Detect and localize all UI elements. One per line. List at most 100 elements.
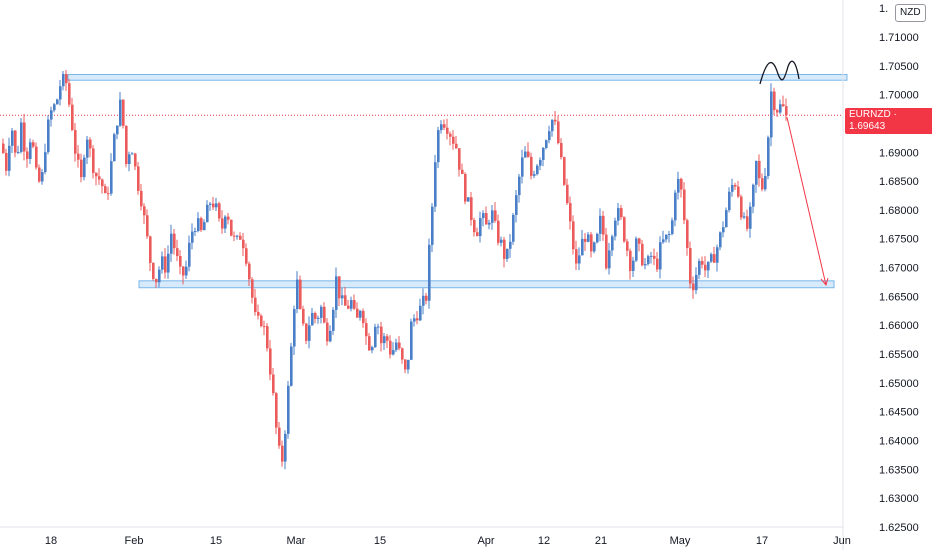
candle-body [203,222,206,231]
candle-body [329,330,332,342]
candle-body [638,238,641,244]
candle [260,313,263,328]
candle-body [785,106,788,116]
candle [719,231,722,251]
candle-body [683,189,686,221]
candle-body [320,306,323,318]
candle-body [23,122,26,152]
candle [473,217,476,237]
candle [575,240,578,271]
candle-body [461,169,464,174]
double-top-marker[interactable] [759,60,800,85]
candle [188,235,191,272]
candle [110,153,113,196]
price-tick-label: 1.66000 [879,320,919,332]
candle [593,241,596,254]
candle-body [308,325,311,341]
candle [257,304,260,320]
candle [35,142,38,170]
candle [353,294,356,311]
candle-body [626,241,629,251]
candle-body [101,179,104,187]
candle [32,139,35,149]
candle [53,103,56,113]
candle [164,248,167,279]
candle [590,231,593,258]
candle-body [443,124,446,128]
candle-body [623,217,626,242]
candle [287,380,290,439]
resistance-zone[interactable] [67,73,848,81]
candle-body [419,305,422,321]
price-tick-label: 1.70500 [879,61,919,73]
projected-drop-arrow[interactable] [786,117,827,286]
currency-badge[interactable]: NZD [895,4,926,22]
candle [197,212,200,233]
candle [734,182,737,190]
candle [122,99,125,129]
candle-body [242,239,245,249]
candle [299,275,302,310]
candle-body [410,321,413,360]
candle-body [215,203,218,208]
candle [17,145,20,155]
candle [65,69,68,91]
candle [695,267,698,295]
candle [767,135,770,180]
candle-body [743,216,746,218]
candle-body [374,326,377,348]
time-tick-label: 15 [210,535,222,547]
candle [731,178,734,197]
candle [560,138,563,160]
candle [131,152,134,155]
candle-body [485,213,488,225]
candle-body [362,310,365,324]
candle-body [497,220,500,243]
candle [29,138,32,165]
candle [392,342,395,356]
candle [500,236,503,247]
candle-body [146,215,149,237]
candle-body [668,233,671,235]
candle-body [704,264,707,271]
candle-body [590,234,593,252]
candle-body [494,210,497,221]
candle-body [761,178,764,190]
candle [113,132,116,162]
candle [434,154,437,212]
support-zone[interactable] [138,280,835,289]
candle [554,111,557,126]
candle-body [302,308,305,324]
bar-countdown: 02:48:28 [887,133,926,144]
candle [101,178,104,194]
candle-body [530,156,533,176]
candle-body [161,256,164,270]
candle [362,308,365,328]
candle-body [698,260,701,275]
time-axis[interactable]: 18 Feb 15 Mar 15 Apr 12 21 May 17 Jun [45,535,851,547]
candle [329,325,332,343]
candle-body [425,295,428,301]
candle [452,130,455,150]
candle [269,339,272,381]
candle-body [365,323,368,337]
candle [608,242,611,275]
candle [89,137,92,158]
candle-body [599,215,602,234]
candle [233,231,236,242]
price-axis[interactable]: 1.710001.705001.700001.695001.690001.685… [879,3,919,534]
candle [86,135,89,164]
candle [581,229,584,256]
candle [44,143,47,175]
candle [389,335,392,359]
candle [227,212,230,225]
candle-body [389,340,392,355]
candle [740,194,743,221]
candle [722,221,725,238]
candle-body [20,122,23,152]
candle-body [95,172,98,177]
candle-body [587,234,590,242]
candle-body [200,218,203,231]
candle [77,145,80,168]
